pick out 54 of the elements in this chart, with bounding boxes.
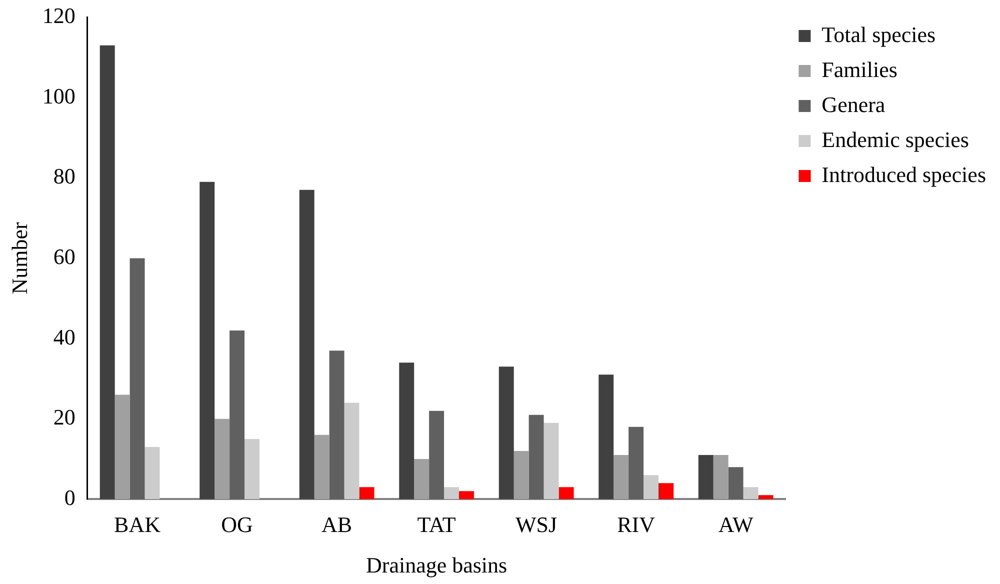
bar: [244, 438, 260, 500]
x-tick-label: WSJ: [516, 512, 558, 538]
y-axis-title: Number: [6, 221, 32, 294]
bar: [628, 426, 644, 500]
bar: [144, 446, 160, 500]
bar: [758, 495, 774, 500]
bar: [100, 45, 115, 500]
y-tick-label: 0: [64, 484, 76, 510]
legend-label: Genera: [822, 92, 886, 117]
legend-label: Total species: [822, 22, 936, 47]
bar: [743, 487, 758, 500]
bar: [359, 487, 374, 500]
bar: [614, 455, 629, 500]
x-tick-label: BAK: [114, 512, 161, 538]
bar: [498, 366, 514, 500]
bar: [528, 414, 544, 500]
bar: [444, 487, 459, 500]
bar: [399, 362, 414, 500]
legend-label: Endemic species: [822, 126, 969, 152]
bar: [544, 422, 559, 500]
x-axis-title: Drainage basins: [366, 552, 508, 578]
bar: [314, 434, 330, 500]
y-tick-label: 20: [53, 404, 76, 430]
y-tick-label: 120: [42, 2, 76, 28]
x-tick-label: TAT: [417, 512, 456, 538]
x-tick-label: OG: [221, 512, 254, 538]
bar: [598, 374, 614, 500]
bar: [329, 350, 344, 500]
bar: [558, 487, 574, 500]
bar: [299, 190, 314, 500]
legend-label: Introduced species: [822, 162, 986, 187]
x-tick-label: AW: [718, 512, 754, 538]
bar: [514, 451, 529, 500]
y-tick-label: 60: [53, 244, 76, 269]
x-tick-label: AB: [322, 512, 352, 538]
bar: [458, 491, 474, 500]
y-tick-label: 40: [53, 324, 76, 350]
y-tick-label: 80: [53, 164, 76, 189]
bar: [644, 475, 658, 500]
bar: [414, 459, 430, 500]
bar: [698, 455, 714, 500]
x-tick-label: RIV: [617, 512, 656, 538]
legend-label: Families: [822, 56, 898, 82]
bar: [728, 467, 744, 500]
bar: [713, 455, 728, 500]
y-tick-label: 100: [42, 83, 76, 108]
bar: [200, 182, 215, 500]
bar: [230, 330, 245, 500]
bar: [429, 410, 444, 500]
bar: [214, 418, 230, 500]
bar: [658, 483, 674, 500]
bar: [130, 258, 145, 500]
bar: [344, 402, 360, 500]
bar: [114, 394, 130, 500]
